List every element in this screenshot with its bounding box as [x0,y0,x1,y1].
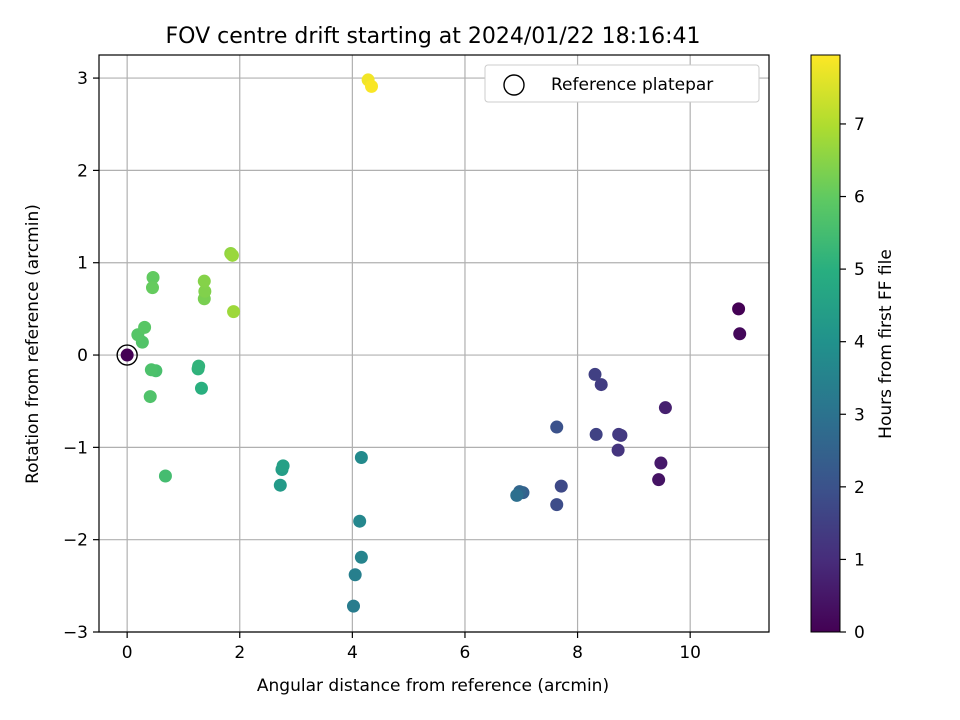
data-point [198,284,212,298]
colorbar-gradient [810,54,841,633]
colorbar-tick-label: 7 [854,115,865,135]
plot-frame [98,54,770,633]
colorbar-ticks: 0 1 2 3 4 5 6 7 [840,115,865,643]
data-point [354,550,368,564]
data-point [346,599,360,613]
colorbar-tick-label: 3 [854,405,865,425]
data-point [138,320,152,334]
data-point [589,427,603,441]
y-axis-label: Rotation from reference (arcmin) [23,204,43,484]
data-point [276,459,290,473]
plot-background [99,55,769,632]
y-tick-label: −2 [63,531,88,551]
data-point [365,79,379,93]
data-point [273,478,287,492]
y-tick-label: 0 [77,346,88,366]
x-tick-label: 8 [572,643,583,663]
y-tick-label: 1 [77,254,88,274]
data-point [654,456,668,470]
x-tick-label: 4 [347,643,358,663]
data-point [554,479,568,493]
x-axis-label: Angular distance from reference (arcmin) [257,676,609,696]
y-ticks: −3 −2 −1 0 1 2 3 [63,69,99,643]
data-point [354,451,368,465]
colorbar-tick-label: 6 [854,188,865,208]
y-tick-label: 3 [77,69,88,89]
colorbar: 0 1 2 3 4 5 6 7 Hours from first FF file [810,54,896,643]
legend-reference-marker [503,74,525,96]
data-point [550,420,564,434]
plot-area: 0 2 4 6 8 10 −3 −2 −1 0 1 2 3 [63,54,770,663]
grid [99,55,769,633]
legend-reference-label: Reference platepar [551,75,713,95]
data-point [158,469,172,483]
data-point [612,427,626,441]
data-point [733,327,747,341]
x-tick-label: 10 [679,643,701,663]
data-point [194,381,208,395]
data-point [143,390,157,404]
data-point [732,302,746,316]
data-point [652,473,666,487]
y-tick-label: −1 [63,438,88,458]
colorbar-tick-label: 1 [854,550,865,570]
data-point [225,248,239,262]
colorbar-tick-label: 2 [854,478,865,498]
data-point [120,348,134,362]
colorbar-tick-label: 0 [854,623,865,643]
data-point [146,270,160,284]
x-tick-label: 2 [234,643,245,663]
colorbar-label: Hours from first FF file [876,249,896,439]
chart-title: FOV centre drift starting at 2024/01/22 … [166,24,701,49]
y-tick-label: −3 [63,623,88,643]
colorbar-tick-label: 4 [854,333,865,353]
x-tick-label: 6 [460,643,471,663]
y-tick-label: 2 [77,161,88,181]
colorbar-tick-label: 5 [854,260,865,280]
data-point [197,274,211,288]
data-point [192,359,206,373]
data-point [227,305,241,319]
data-point [594,378,608,392]
data-points [120,73,747,613]
data-point [588,367,602,381]
reference-marker [116,344,138,366]
x-ticks: 0 2 4 6 8 10 [122,632,701,663]
legend-box [484,64,760,103]
reference-marker-group [116,344,138,366]
data-point [510,488,524,502]
x-tick-label: 0 [122,643,133,663]
data-point [611,443,625,457]
legend: Reference platepar [484,64,760,103]
data-point [145,281,159,295]
data-point [550,498,564,512]
data-point [348,568,362,582]
data-point [144,363,158,377]
data-point [353,514,367,528]
data-point [658,401,672,415]
